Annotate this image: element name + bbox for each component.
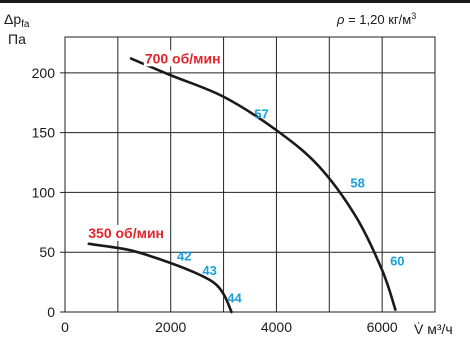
series-line-2	[87, 242, 233, 314]
y-axis-title: Δpfa	[4, 11, 30, 30]
efficiency-label: 60	[390, 253, 404, 268]
y-tick-label: 200	[32, 65, 56, 81]
y-tick-label: 0	[47, 304, 55, 320]
speed-labels: 700 об/мин 350 об/мин	[87, 50, 222, 241]
efficiency-label: 58	[350, 176, 364, 191]
x-tick-label: 0	[61, 319, 69, 335]
efficiency-label: 42	[177, 249, 191, 264]
y-tick-label: 150	[32, 125, 56, 141]
density-note: ρ = 1,20 кг/м3	[336, 11, 416, 27]
x-axis-title: V̇ м³/ч	[414, 321, 453, 337]
y-axis-unit: Па	[8, 31, 26, 47]
x-tick-label: 6000	[367, 319, 398, 335]
grid	[65, 37, 435, 312]
x-tick-label: 2000	[155, 319, 186, 335]
y-tick-label: 50	[39, 244, 55, 260]
efficiency-label: 44	[227, 290, 242, 305]
efficiency-label: 43	[202, 263, 216, 278]
top-table-strip	[0, 0, 470, 3]
y-tick-labels: 0 50 100 150 200	[32, 65, 65, 320]
series-line-1	[129, 57, 397, 311]
speed-label-bg	[87, 224, 166, 241]
series-lines	[87, 57, 397, 314]
speed-label: 350 об/мин	[88, 225, 164, 241]
speed-label-bg	[143, 50, 222, 67]
x-tick-label: 4000	[261, 319, 292, 335]
plot-frame	[64, 36, 436, 313]
efficiency-label: 57	[254, 106, 268, 121]
y-tick-label: 100	[32, 184, 56, 200]
speed-label: 700 об/мин	[145, 50, 221, 66]
x-tick-labels: 0 2000 4000 6000	[61, 319, 398, 335]
efficiency-labels: 57 58 60 42 43 44	[177, 106, 404, 305]
